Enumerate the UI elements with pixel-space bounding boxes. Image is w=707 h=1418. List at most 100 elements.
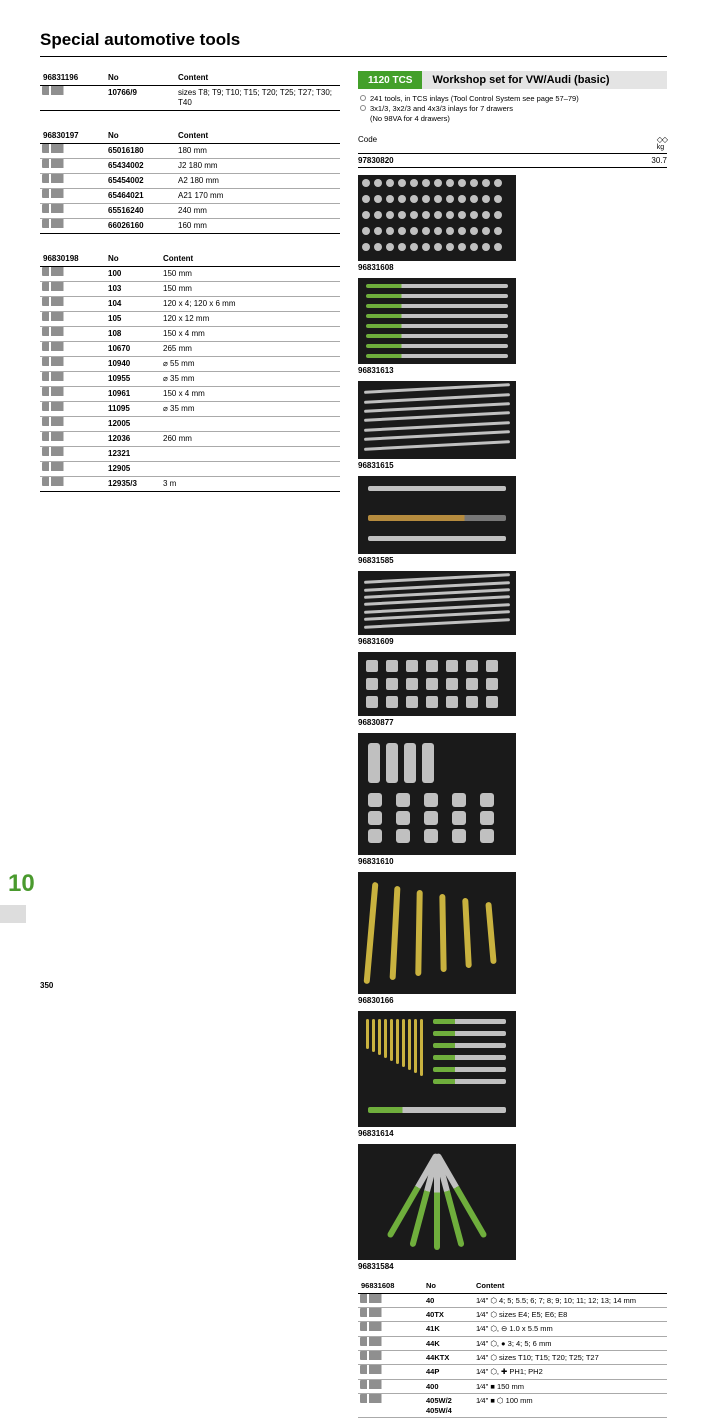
table-96830197: 96830197 No Content 65016180180 mm654340… bbox=[40, 129, 340, 234]
inlay-image-cell: 96831615 bbox=[358, 381, 516, 472]
col-no: No bbox=[105, 252, 160, 267]
inlay-caption: 96831615 bbox=[358, 461, 516, 470]
cell-no: 10670 bbox=[105, 342, 160, 357]
tool-thumb-icon bbox=[42, 297, 78, 306]
table-row: 41K1⁄4" ⬡, ⊖ 1.0 x 5.5 mm bbox=[358, 1322, 667, 1336]
bullet-icon bbox=[360, 105, 366, 111]
cell-content: J2 180 mm bbox=[175, 159, 340, 174]
code-label: Code bbox=[358, 135, 377, 151]
cell-content: 1⁄4" ⬡, ⊖ 1.0 x 5.5 mm bbox=[473, 1322, 667, 1336]
cell-content: sizes T8; T9; T10; T15; T20; T25; T27; T… bbox=[175, 86, 340, 111]
table-96831196: 96831196 No Content 10766/9sizes T8; T9;… bbox=[40, 71, 340, 111]
tool-thumb-icon bbox=[360, 1365, 396, 1374]
mini-code: 96831608 bbox=[358, 1279, 423, 1293]
tool-thumb-icon bbox=[42, 402, 78, 411]
left-column: 96831196 No Content 10766/9sizes T8; T9;… bbox=[40, 71, 340, 1418]
cell-content: 3 m bbox=[160, 477, 340, 492]
tool-thumb-icon bbox=[42, 219, 78, 228]
inlay-image bbox=[358, 381, 516, 459]
cell-no: 104 bbox=[105, 297, 160, 312]
table-row: 100150 mm bbox=[40, 267, 340, 282]
col-content: Content bbox=[473, 1279, 667, 1293]
section-badge: 1120 TCS bbox=[358, 71, 422, 89]
cell-content: 150 x 4 mm bbox=[160, 327, 340, 342]
inlay-caption: 96830166 bbox=[358, 996, 516, 1005]
inlay-caption: 96831585 bbox=[358, 556, 516, 565]
cell-content: 120 x 12 mm bbox=[160, 312, 340, 327]
table-row: 105120 x 12 mm bbox=[40, 312, 340, 327]
cell-no: 40TX bbox=[423, 1307, 473, 1321]
inlay-image-cell: 96831610 bbox=[358, 733, 516, 868]
tool-thumb-icon bbox=[42, 174, 78, 183]
tool-thumb-icon bbox=[42, 477, 78, 486]
bullet-icon bbox=[360, 95, 366, 101]
inlay-caption: 96831614 bbox=[358, 1129, 516, 1138]
inlay-image bbox=[358, 1144, 516, 1260]
cell-no: 41K bbox=[423, 1322, 473, 1336]
cell-no: 108 bbox=[105, 327, 160, 342]
tool-thumb-icon bbox=[42, 282, 78, 291]
cell-content: 1⁄4" ⬡, ● 3; 4; 5; 6 mm bbox=[473, 1336, 667, 1350]
section-tab-bar bbox=[0, 905, 26, 923]
cell-content: 180 mm bbox=[175, 144, 340, 159]
cell-content: 1⁄4" ⬡ 4; 5; 5.5; 6; 7; 8; 9; 10; 11; 12… bbox=[473, 1293, 667, 1307]
tool-thumb-icon bbox=[42, 432, 78, 441]
page-number: 350 bbox=[40, 981, 53, 990]
inlay-caption: 96831609 bbox=[358, 637, 516, 646]
tool-thumb-icon bbox=[42, 387, 78, 396]
table-row: 44P1⁄4" ⬡, ✚ PH1; PH2 bbox=[358, 1365, 667, 1379]
col-no: No bbox=[105, 71, 175, 86]
cell-no: 400 bbox=[423, 1379, 473, 1393]
table-row: 66026160160 mm bbox=[40, 219, 340, 234]
inlay-caption: 96831610 bbox=[358, 857, 516, 866]
col-no: No bbox=[105, 129, 175, 144]
cell-no: 65016180 bbox=[105, 144, 175, 159]
inlay-caption: 96831584 bbox=[358, 1262, 516, 1271]
inlay-image bbox=[358, 476, 516, 554]
table-row: 10955⌀ 35 mm bbox=[40, 372, 340, 387]
table-row: 12005 bbox=[40, 417, 340, 432]
cell-no: 66026160 bbox=[105, 219, 175, 234]
table-row: 65434002J2 180 mm bbox=[40, 159, 340, 174]
col-no: No bbox=[423, 1279, 473, 1293]
table-row: 12905 bbox=[40, 462, 340, 477]
tool-thumb-icon bbox=[42, 342, 78, 351]
cell-content: 1⁄4" ⬡, ✚ PH1; PH2 bbox=[473, 1365, 667, 1379]
table1-code: 96831196 bbox=[40, 71, 105, 86]
cell-no: 10940 bbox=[105, 357, 160, 372]
cell-no: 10961 bbox=[105, 387, 160, 402]
cell-content: 240 mm bbox=[175, 204, 340, 219]
cell-content bbox=[160, 447, 340, 462]
inlay-image-cell: 96831585 bbox=[358, 476, 516, 567]
cell-content: ⌀ 55 mm bbox=[160, 357, 340, 372]
table-row: 44K1⁄4" ⬡, ● 3; 4; 5; 6 mm bbox=[358, 1336, 667, 1350]
table-row: 12036260 mm bbox=[40, 432, 340, 447]
inlay-image bbox=[358, 175, 516, 261]
bullet-text: 241 tools, in TCS inlays (Tool Control S… bbox=[370, 94, 579, 103]
table-row: 12321 bbox=[40, 447, 340, 462]
code-header: Code ◇◇ kg bbox=[358, 133, 667, 154]
tool-thumb-icon bbox=[42, 447, 78, 456]
right-column: 1120 TCS Workshop set for VW/Audi (basic… bbox=[358, 71, 667, 1418]
cell-content: 1⁄4" ⬡ sizes T10; T15; T20; T25; T27 bbox=[473, 1351, 667, 1365]
cell-content: 150 mm bbox=[160, 282, 340, 297]
table-row: 103150 mm bbox=[40, 282, 340, 297]
table-row: 12935/33 m bbox=[40, 477, 340, 492]
kg-text: kg bbox=[657, 144, 664, 151]
table-row: 10961150 x 4 mm bbox=[40, 387, 340, 402]
inlay-image bbox=[358, 278, 516, 364]
tool-thumb-icon bbox=[42, 312, 78, 321]
image-grid: 9683160896831613968316159683158596831609… bbox=[358, 175, 667, 1273]
tool-thumb-icon bbox=[360, 1394, 396, 1403]
table-row: 104120 x 4; 120 x 6 mm bbox=[40, 297, 340, 312]
tool-thumb-icon bbox=[42, 86, 78, 95]
cell-no: 44P bbox=[423, 1365, 473, 1379]
cell-content: 150 mm bbox=[160, 267, 340, 282]
cell-no: 100 bbox=[105, 267, 160, 282]
cell-content bbox=[160, 417, 340, 432]
cell-content: 260 mm bbox=[160, 432, 340, 447]
cell-no: 405W/2405W/4 bbox=[423, 1394, 473, 1418]
cell-no: 40 bbox=[423, 1293, 473, 1307]
inlay-image bbox=[358, 1011, 516, 1127]
inlay-image-cell: 96831584 bbox=[358, 1144, 516, 1273]
